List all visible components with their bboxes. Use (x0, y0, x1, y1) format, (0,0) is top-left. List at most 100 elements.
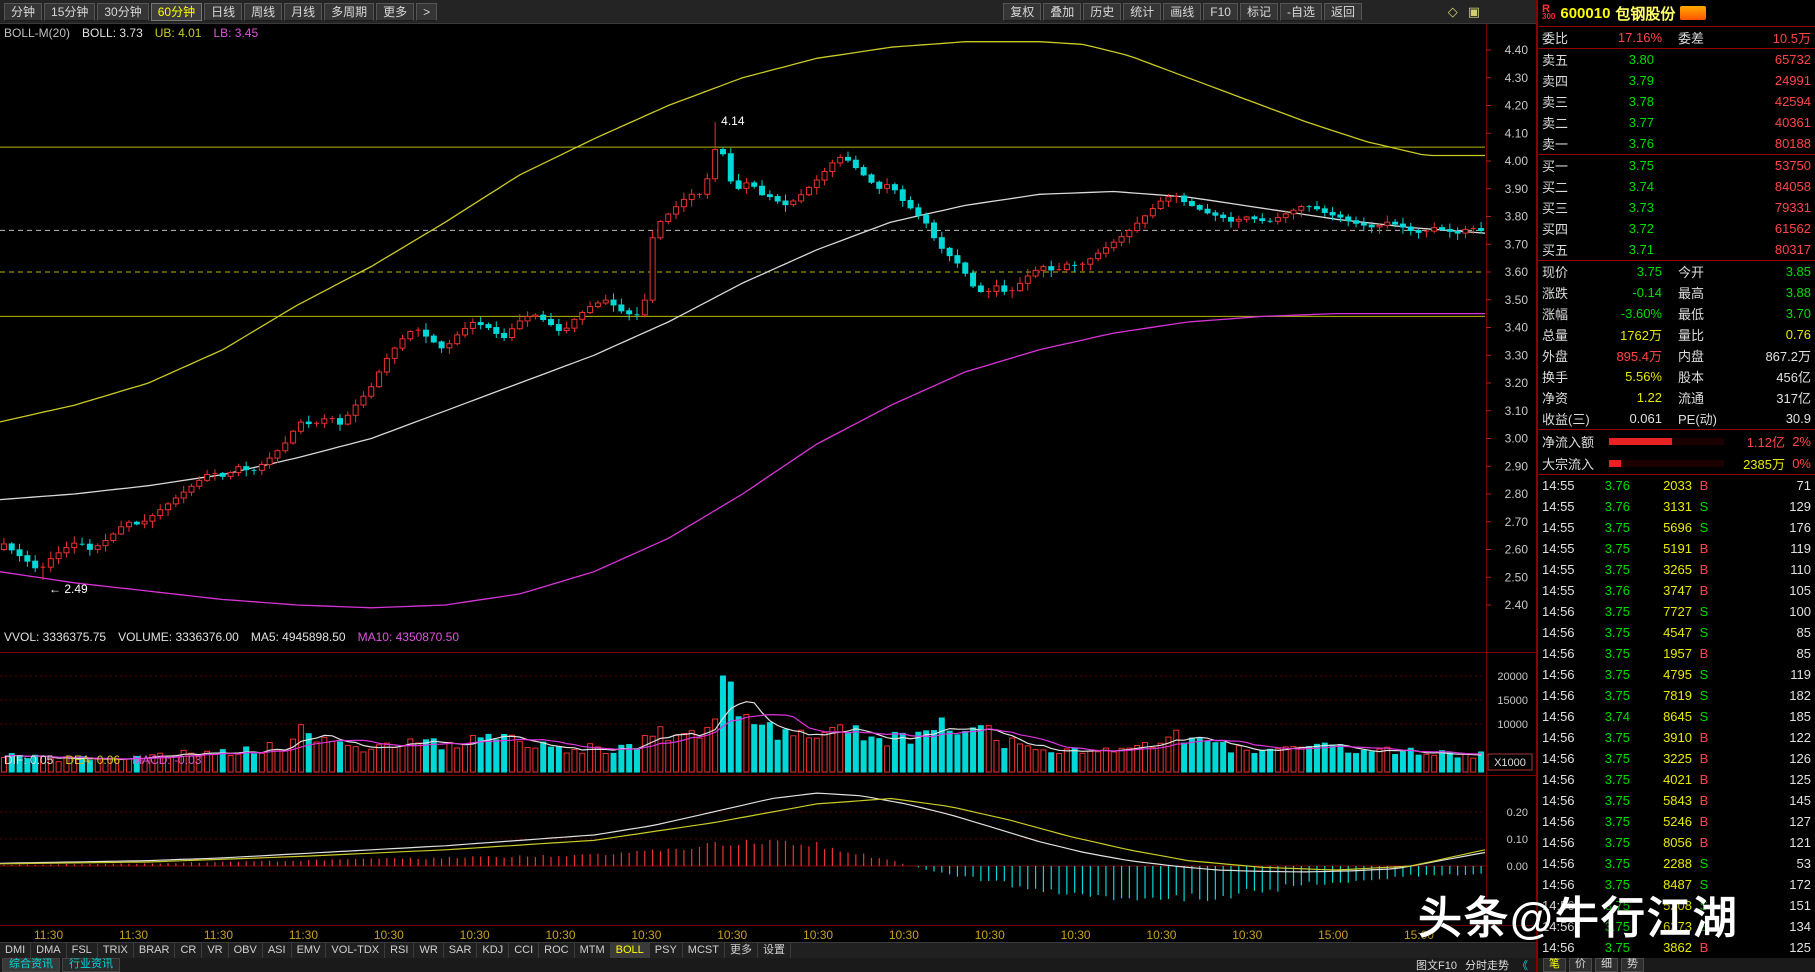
timeframe-tab[interactable]: 分钟 (4, 2, 43, 21)
indicator-tab[interactable]: VOL-TDX (326, 943, 386, 958)
tick-row[interactable]: 14:56 3.74 8645 S 185 (1538, 706, 1815, 727)
timeframe-tab[interactable]: 多周期 (324, 2, 375, 21)
candlestick-chart-canvas[interactable]: 4.40 4.30 4.20 4.10 4.00 3.90 3.80 3.70 3.60 3.50… (0, 24, 1536, 925)
indicator-tab[interactable]: KDJ (477, 943, 510, 958)
indicator-tab[interactable]: MCST (683, 943, 725, 958)
tick-row[interactable]: 14:55 3.75 5191 B 119 (1538, 538, 1815, 559)
ask-row[interactable]: 卖四 3.79 24991 (1538, 70, 1815, 91)
svg-text:20000: 20000 (1497, 671, 1528, 683)
ask-row[interactable]: 卖二 3.77 40361 (1538, 112, 1815, 133)
tick-row[interactable]: 14:55 3.75 5696 S 176 (1538, 517, 1815, 538)
indicator-tab[interactable]: DMA (31, 943, 67, 958)
timeframe-tab[interactable]: 更多 (376, 2, 415, 21)
timeframe-tab[interactable]: 30分钟 (97, 2, 149, 21)
timeframe-tab[interactable]: 日线 (204, 2, 243, 21)
toolbar-button[interactable]: 返回 (1323, 2, 1362, 21)
svg-text:3.80: 3.80 (1505, 210, 1529, 224)
tick-row[interactable]: 14:56 3.75 7819 S 182 (1538, 685, 1815, 706)
indicator-tab[interactable]: CR (175, 943, 203, 958)
tick-row[interactable]: 14:56 3.75 3225 B 126 (1538, 748, 1815, 769)
tick-volume: 8487 (1663, 877, 1692, 892)
timeframe-tab[interactable]: 周线 (244, 2, 283, 21)
indicator-tab[interactable]: CCI (509, 943, 540, 958)
news-tabs: 综合资讯 行业资讯 (2, 958, 120, 972)
toolbar-button[interactable]: -自选 (1279, 2, 1322, 21)
timeframe-tab[interactable]: 15分钟 (44, 2, 96, 21)
indicator-tab[interactable]: ASI (263, 943, 292, 958)
collapse-icon[interactable]: 《 (1517, 960, 1528, 972)
bid-row[interactable]: 买四 3.72 61562 (1538, 218, 1815, 239)
timeframe-tab[interactable]: > (416, 2, 438, 21)
indicator-tab[interactable]: OBV (229, 943, 263, 958)
ask-row[interactable]: 卖五 3.80 65732 (1538, 49, 1815, 70)
stat-label: 外盘 (1542, 349, 1569, 364)
bid-row[interactable]: 买三 3.73 79331 (1538, 197, 1815, 218)
panel-tab[interactable]: 势 (1621, 958, 1644, 972)
tick-row[interactable]: 14:56 3.75 8487 S 172 (1538, 874, 1815, 895)
tick-row[interactable]: 14:56 3.75 2288 S 53 (1538, 853, 1815, 874)
diamond-icon[interactable]: ◇ (1447, 4, 1458, 19)
indicator-tab[interactable]: RSI (385, 943, 415, 958)
tick-list[interactable]: 14:55 3.76 2033 B 71 14:55 3.76 3131 S 129 14:55 3.… (1538, 475, 1815, 958)
chart-region[interactable]: 4.40 4.30 4.20 4.10 4.00 3.90 3.80 3.70 3.60 3.50… (0, 24, 1536, 925)
indicator-tab[interactable]: DMI (0, 943, 32, 958)
tick-row[interactable]: 14:56 3.75 3910 B 122 (1538, 727, 1815, 748)
toolbar-button[interactable]: 复权 (1003, 2, 1042, 21)
tick-row[interactable]: 14:56 3.75 8056 B 121 (1538, 832, 1815, 853)
toolbar-button[interactable]: F10 (1203, 2, 1238, 21)
indicator-tab[interactable]: 设置 (758, 943, 791, 958)
toolbar-button[interactable]: 叠加 (1043, 2, 1082, 21)
tick-row[interactable]: 14:55 3.76 2033 B 71 (1538, 475, 1815, 496)
indicator-tab[interactable]: 更多 (725, 943, 758, 958)
tick-row[interactable]: 14:56 3.75 4021 B 125 (1538, 769, 1815, 790)
indicator-tab[interactable]: MTM (575, 943, 611, 958)
flow-value: 2385万 (1743, 456, 1785, 472)
bid-row[interactable]: 买二 3.74 84058 (1538, 176, 1815, 197)
tick-row[interactable]: 14:56 3.75 4795 S 119 (1538, 664, 1815, 685)
panel-tab[interactable]: 细 (1595, 958, 1618, 972)
flow-bar (1609, 437, 1724, 445)
time-label: 11:30 (203, 927, 234, 942)
toolbar-button[interactable]: 历史 (1083, 2, 1122, 21)
tick-row[interactable]: 14:56 3.75 7727 S 100 (1538, 601, 1815, 622)
tick-row[interactable]: 14:55 3.76 3747 B 105 (1538, 580, 1815, 601)
toolbar-button[interactable]: 统计 (1123, 2, 1162, 21)
indicator-tab[interactable]: ROC (539, 943, 575, 958)
indicator-tab[interactable]: SAR (444, 943, 478, 958)
tick-row[interactable]: 14:56 3.75 5208 S 151 (1538, 895, 1815, 916)
window-icon[interactable]: ▣ (1467, 4, 1480, 19)
bid-row[interactable]: 买五 3.71 80317 (1538, 239, 1815, 260)
tick-row[interactable]: 14:56 3.75 3862 B 125 (1538, 937, 1815, 958)
toolbar-button[interactable]: 画线 (1163, 2, 1202, 21)
tick-row[interactable]: 14:55 3.76 3131 S 129 (1538, 496, 1815, 517)
tick-row[interactable]: 14:56 3.75 1957 B 85 (1538, 643, 1815, 664)
indicator-tab[interactable]: FSL (67, 943, 98, 958)
bottom-bar-button[interactable]: 分时走势 (1465, 960, 1509, 972)
tick-row[interactable]: 14:56 3.75 5843 B 145 (1538, 790, 1815, 811)
indicator-tab[interactable]: WR (414, 943, 444, 958)
stock-tag-badge[interactable] (1680, 6, 1707, 20)
indicator-tab[interactable]: PSY (650, 943, 683, 958)
indicator-tab[interactable]: BRAR (134, 943, 176, 958)
bid-row[interactable]: 买一 3.75 53750 (1538, 155, 1815, 176)
news-tab[interactable]: 行业资讯 (62, 958, 120, 972)
indicator-tab[interactable]: EMV (292, 943, 327, 958)
indicator-tab[interactable]: BOLL (610, 943, 650, 958)
indicator-tab[interactable]: VR (202, 943, 229, 958)
panel-tab[interactable]: 笔 (1543, 958, 1566, 972)
indicator-tab[interactable]: TRIX (98, 943, 134, 958)
news-tab[interactable]: 综合资讯 (2, 958, 60, 972)
ask-row[interactable]: 卖一 3.76 80188 (1538, 133, 1815, 154)
tick-row[interactable]: 14:56 3.75 5246 B 127 (1538, 811, 1815, 832)
tick-count: 100 (1789, 604, 1811, 619)
tick-row[interactable]: 14:56 3.75 6373 S 134 (1538, 916, 1815, 937)
tick-count: 145 (1789, 793, 1811, 808)
toolbar-button[interactable]: 标记 (1239, 2, 1278, 21)
bottom-bar-button[interactable]: 图文F10 (1416, 960, 1457, 972)
timeframe-tab[interactable]: 月线 (284, 2, 323, 21)
tick-row[interactable]: 14:56 3.75 4547 S 85 (1538, 622, 1815, 643)
tick-row[interactable]: 14:55 3.75 3265 B 110 (1538, 559, 1815, 580)
timeframe-tab[interactable]: 60分钟 (150, 2, 203, 21)
panel-tab[interactable]: 价 (1569, 958, 1592, 972)
ask-row[interactable]: 卖三 3.78 42594 (1538, 91, 1815, 112)
